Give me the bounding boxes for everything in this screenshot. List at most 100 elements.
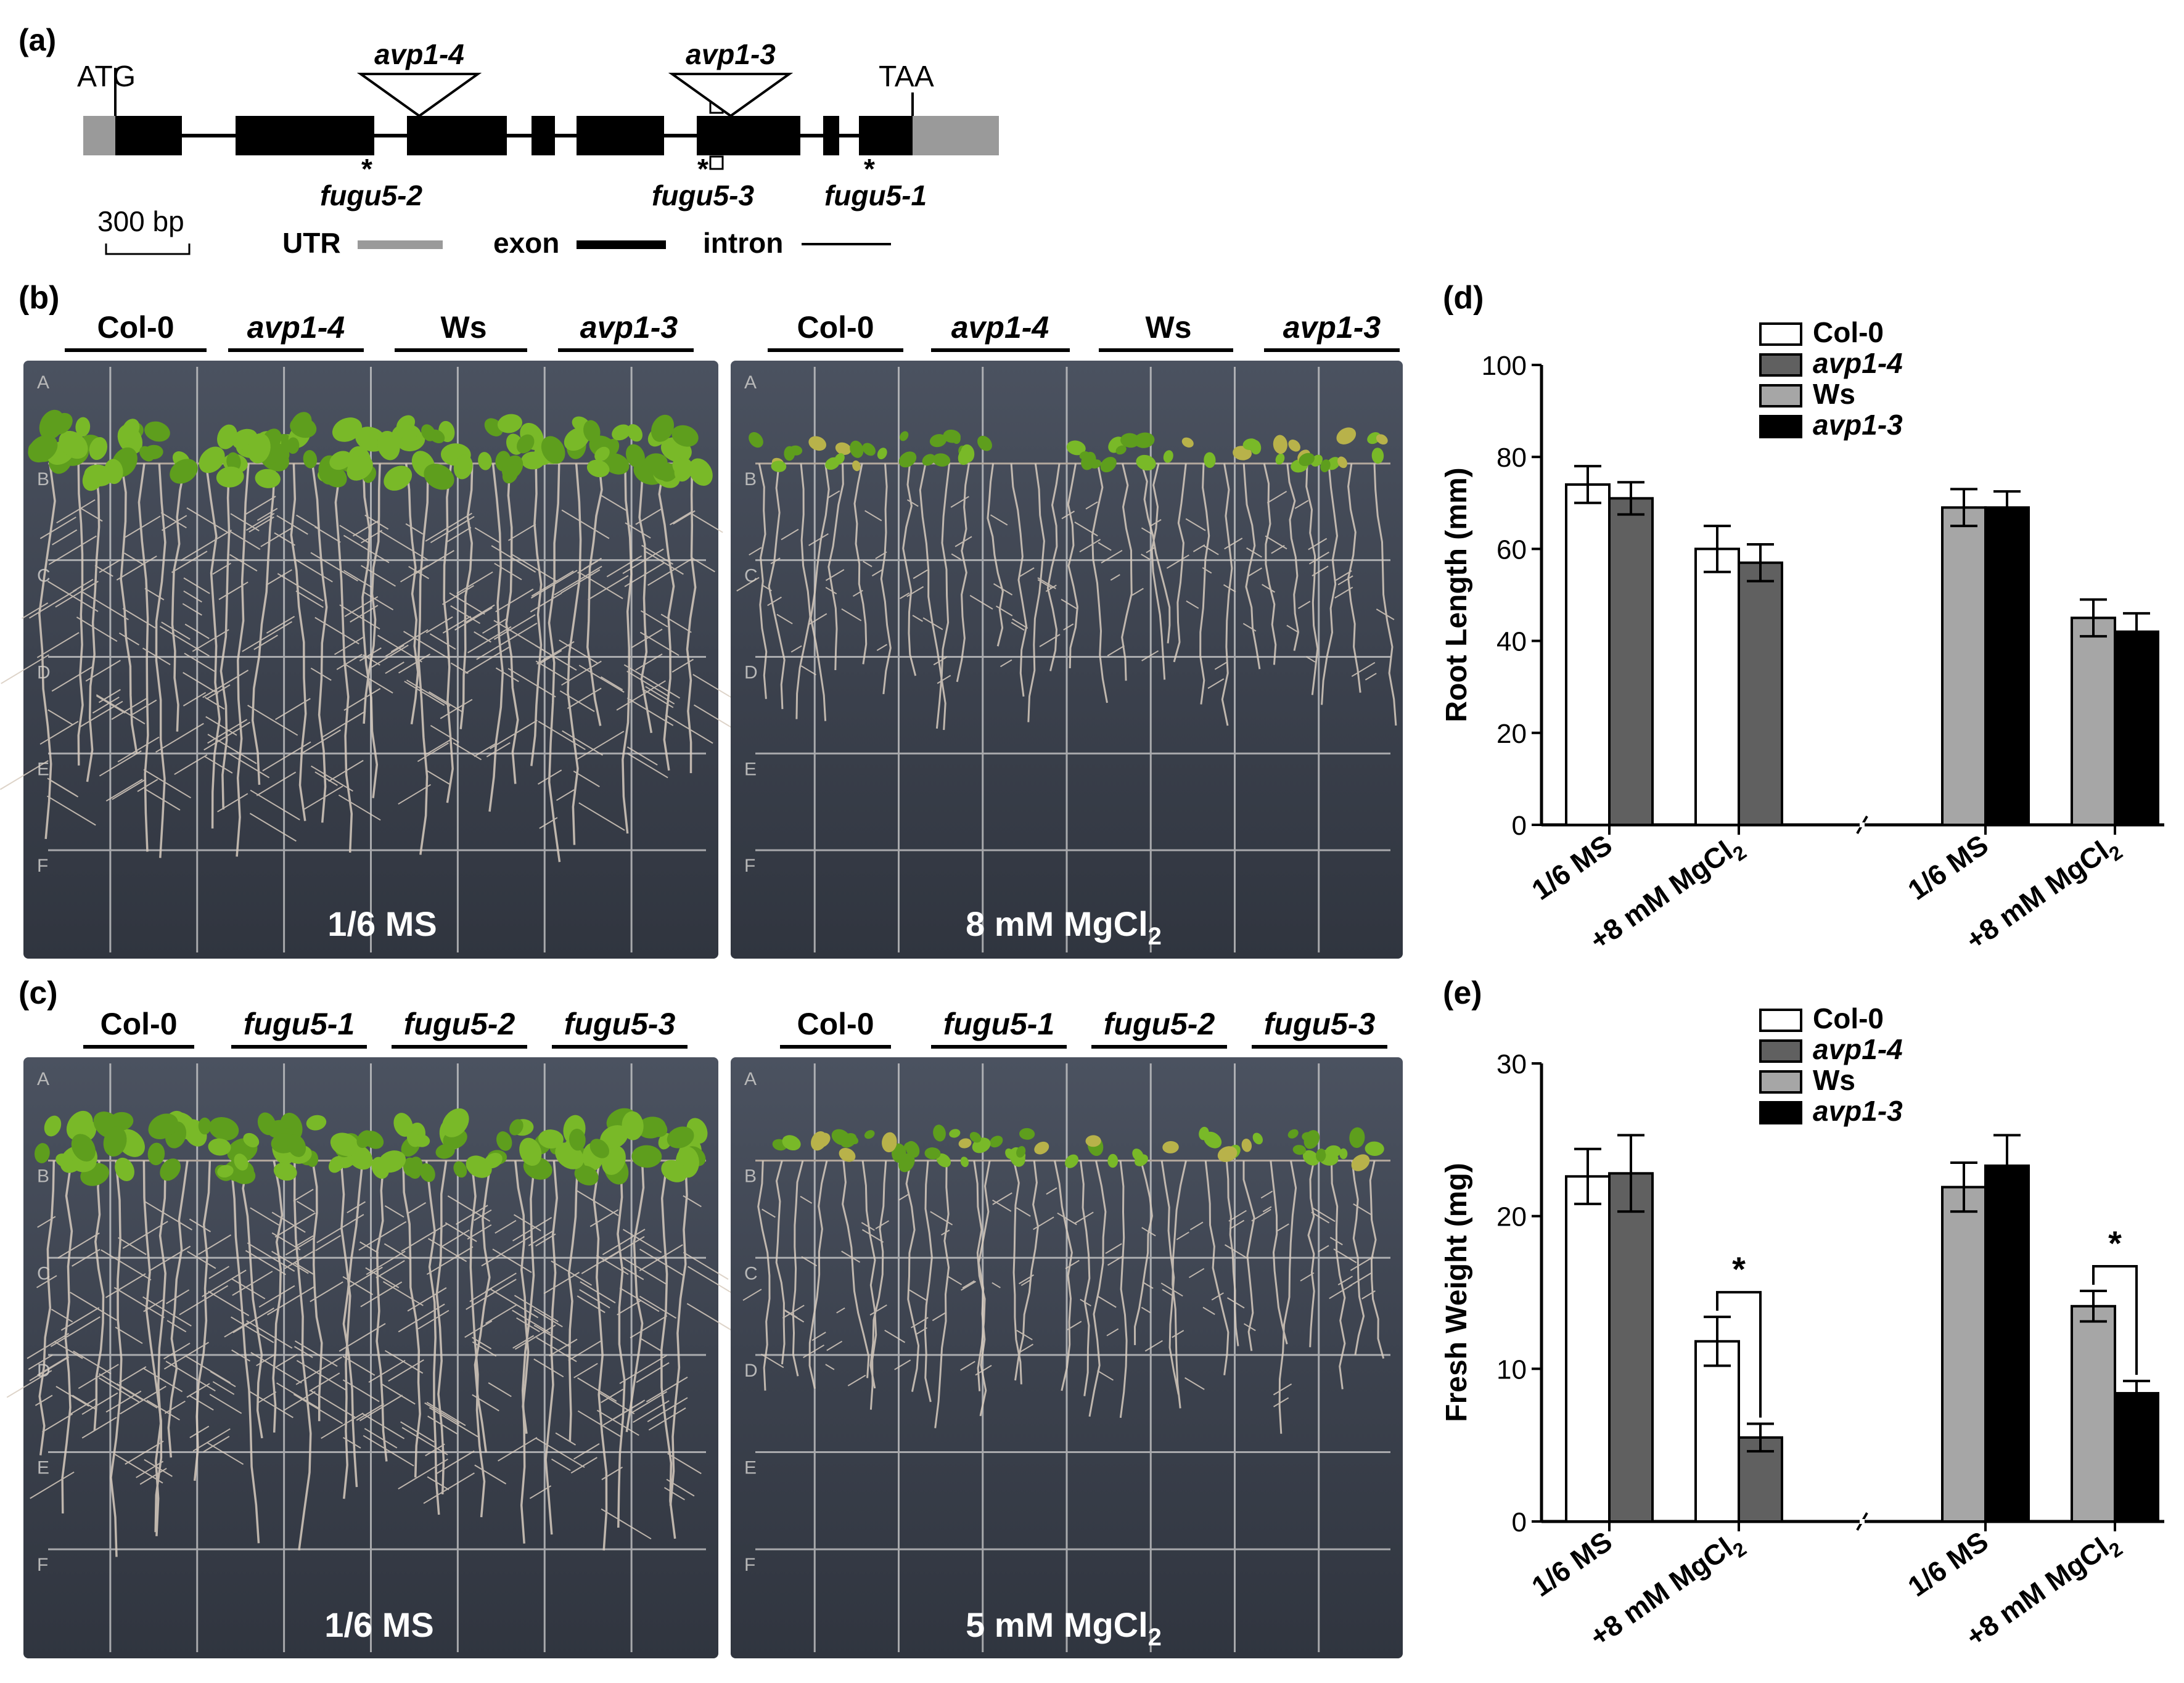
exon — [577, 116, 664, 155]
leaf — [139, 446, 155, 462]
lateral-root — [969, 595, 993, 610]
legend-swatch — [1759, 322, 1802, 346]
lateral-root — [481, 1235, 533, 1267]
lateral-root — [578, 571, 623, 599]
legend-swatch — [1759, 1039, 1802, 1063]
leaf — [583, 420, 601, 443]
lateral-root — [640, 610, 668, 628]
lateral-root — [1276, 1223, 1289, 1232]
root — [905, 1160, 920, 1392]
leaf — [255, 469, 281, 488]
lateral-root — [277, 573, 324, 602]
leaf — [1292, 1145, 1307, 1155]
lateral-root — [1, 654, 49, 684]
lateral-root — [165, 1289, 190, 1304]
root — [1305, 463, 1319, 695]
lateral-root — [441, 585, 474, 605]
lateral-root — [575, 1189, 619, 1216]
lateral-root — [384, 1243, 410, 1259]
lateral-root — [30, 1471, 75, 1499]
lateral-root — [1160, 1282, 1183, 1297]
leaf — [28, 435, 58, 463]
lateral-root — [622, 1257, 668, 1285]
root — [1173, 463, 1187, 663]
lateral-root — [1184, 1377, 1205, 1390]
lateral-root — [186, 1383, 210, 1398]
genotype-label: Ws — [441, 310, 487, 345]
lateral-root — [875, 1220, 890, 1229]
t-dna-insertion-marker — [356, 73, 482, 118]
leaf — [496, 1131, 512, 1151]
lateral-root — [310, 667, 332, 681]
leaf — [689, 458, 713, 486]
condition-subscript: 2 — [1148, 1624, 1162, 1651]
lateral-root — [1019, 567, 1035, 578]
leaf — [877, 448, 887, 460]
leaf — [626, 424, 643, 442]
root — [1331, 1160, 1346, 1390]
root — [919, 463, 946, 731]
leaf — [989, 1136, 1003, 1148]
lateral-root — [1242, 623, 1257, 632]
leaf — [671, 425, 699, 447]
lateral-root — [174, 754, 208, 776]
y-tick-label: 40 — [1496, 627, 1527, 657]
lateral-root — [105, 779, 143, 802]
root — [1133, 1160, 1153, 1345]
leaf — [949, 1129, 961, 1138]
lateral-root — [309, 1372, 340, 1392]
lateral-root — [472, 1394, 499, 1412]
legend-swatch — [1759, 1070, 1802, 1094]
lateral-root — [770, 557, 781, 565]
condition-label-c-right: 5 mM MgCl2 — [966, 1605, 1162, 1651]
lateral-root — [932, 1311, 947, 1321]
root — [658, 463, 675, 771]
leaf — [882, 1132, 897, 1153]
genotype-label: Col-0 — [97, 310, 174, 345]
leaf — [815, 1132, 831, 1148]
root — [1321, 463, 1339, 705]
lateral-root — [454, 607, 493, 631]
lateral-root — [1063, 623, 1074, 631]
lateral-root — [899, 592, 910, 599]
leaf — [808, 436, 827, 451]
lateral-root — [85, 660, 121, 682]
root — [459, 463, 474, 729]
grid-row-letter: E — [744, 1458, 757, 1478]
lateral-root — [322, 710, 366, 738]
lateral-root — [248, 516, 274, 533]
lateral-root — [507, 668, 556, 698]
root — [77, 463, 84, 766]
leaf — [625, 444, 645, 468]
seedling-roots — [736, 463, 1397, 731]
lateral-root — [992, 1199, 1012, 1212]
root — [669, 1160, 688, 1506]
lateral-root — [498, 1436, 538, 1462]
leaf — [147, 1142, 165, 1166]
bar-col-0-1 — [1694, 1340, 1740, 1523]
leaf — [1288, 440, 1300, 452]
lateral-root — [687, 1266, 733, 1294]
root — [1054, 1160, 1073, 1391]
lateral-root — [76, 616, 118, 642]
leaf — [924, 1147, 941, 1160]
y-tick-label: 0 — [1512, 1507, 1527, 1538]
lateral-root — [623, 1267, 644, 1280]
lateral-root — [160, 512, 187, 529]
lateral-root — [1097, 1295, 1117, 1308]
lateral-root — [425, 512, 472, 542]
lateral-root — [1079, 539, 1101, 553]
root — [1199, 463, 1210, 705]
lateral-root — [841, 608, 862, 621]
lateral-root — [192, 1428, 231, 1452]
leaf — [1371, 448, 1384, 464]
lateral-root — [555, 1432, 577, 1446]
leaf — [257, 1112, 276, 1136]
leaf — [631, 1145, 662, 1168]
root — [544, 1160, 558, 1535]
lateral-root — [363, 1435, 414, 1467]
lateral-root — [624, 562, 665, 588]
root — [1014, 1160, 1039, 1381]
leaf — [622, 1111, 644, 1140]
leaf — [521, 451, 545, 470]
